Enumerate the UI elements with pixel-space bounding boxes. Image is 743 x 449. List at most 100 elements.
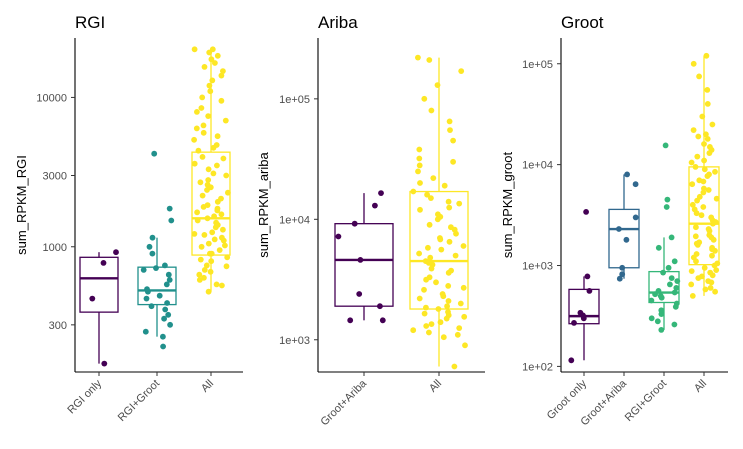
data-point (658, 327, 665, 333)
data-point (658, 307, 665, 314)
data-point (223, 263, 230, 270)
data-point (689, 293, 696, 299)
panel-title: Ariba (318, 13, 358, 32)
data-point (705, 187, 712, 193)
data-point (160, 333, 166, 340)
data-point (113, 249, 119, 256)
data-point (706, 232, 713, 239)
box-iqr (568, 288, 600, 325)
data-point (704, 87, 711, 93)
data-point (700, 204, 707, 210)
data-point (662, 142, 669, 149)
panel-rgi: RGI sum_RPKM_RGI 300 1000 3000 10000 RGI only R… (14, 13, 243, 424)
data-point (164, 300, 171, 306)
data-point (434, 82, 441, 88)
data-point (435, 306, 442, 312)
data-point (378, 190, 384, 197)
data-point (357, 257, 364, 263)
data-point (218, 97, 225, 104)
data-point (446, 118, 453, 125)
data-point (417, 180, 423, 186)
data-point (165, 271, 172, 278)
data-point (216, 247, 223, 254)
data-point (149, 250, 156, 257)
data-point (706, 150, 713, 157)
data-point (657, 293, 664, 299)
data-point (689, 181, 696, 188)
data-point (586, 288, 593, 294)
data-point (199, 192, 206, 199)
data-point (416, 155, 423, 162)
data-point (456, 200, 463, 207)
data-point (168, 217, 175, 224)
data-point (568, 357, 575, 364)
data-point (165, 311, 172, 318)
data-point (89, 295, 96, 302)
data-point (688, 268, 695, 274)
data-point (206, 82, 213, 89)
data-point (194, 209, 201, 216)
data-point (667, 281, 673, 288)
data-point (448, 267, 454, 274)
data-point (583, 209, 589, 215)
data-point (204, 215, 211, 222)
data-point (194, 109, 200, 115)
data-point (347, 317, 354, 324)
data-point (201, 232, 208, 238)
data-point (577, 309, 584, 316)
data-point (163, 281, 170, 288)
data-point (692, 233, 699, 240)
data-point (616, 275, 623, 282)
data-point (702, 286, 709, 293)
data-point (203, 262, 210, 269)
data-point (191, 46, 198, 53)
data-point (210, 144, 217, 151)
data-point (701, 185, 707, 192)
data-point (701, 166, 708, 173)
data-point (428, 195, 434, 202)
data-point (693, 224, 699, 231)
data-point (208, 56, 215, 63)
data-point (218, 211, 225, 218)
data-point (214, 207, 221, 214)
data-point (674, 278, 681, 284)
data-point (445, 198, 452, 205)
data-point (461, 313, 468, 320)
data-point (701, 141, 707, 147)
data-point (709, 121, 716, 128)
data-point (616, 226, 622, 232)
data-point (462, 342, 468, 349)
y-axis-label: sum_RPKM_ariba (256, 151, 271, 257)
data-point (692, 164, 699, 170)
data-point (207, 184, 214, 191)
data-point (428, 107, 435, 114)
data-point (211, 213, 218, 220)
data-point (196, 271, 203, 278)
data-point (205, 240, 212, 247)
data-point (148, 303, 155, 310)
data-point (201, 64, 208, 70)
panel-title: RGI (75, 13, 105, 32)
data-point (426, 329, 432, 336)
data-point (665, 264, 672, 271)
data-point (673, 300, 680, 307)
data-point (701, 264, 708, 271)
data-point (208, 258, 215, 265)
data-point (619, 271, 626, 278)
data-point (446, 238, 453, 245)
data-point (146, 243, 153, 250)
data-point (445, 309, 451, 315)
data-point (430, 175, 437, 182)
data-point (222, 242, 228, 249)
data-point (416, 295, 423, 302)
data-point (210, 170, 217, 177)
data-point (372, 202, 378, 209)
x-tick-label: RGI only (65, 377, 104, 416)
data-point (197, 256, 204, 263)
x-tick-label: All (199, 378, 216, 395)
data-point (584, 273, 591, 280)
data-point (698, 212, 705, 219)
data-point (140, 267, 147, 273)
data-point (704, 136, 711, 142)
